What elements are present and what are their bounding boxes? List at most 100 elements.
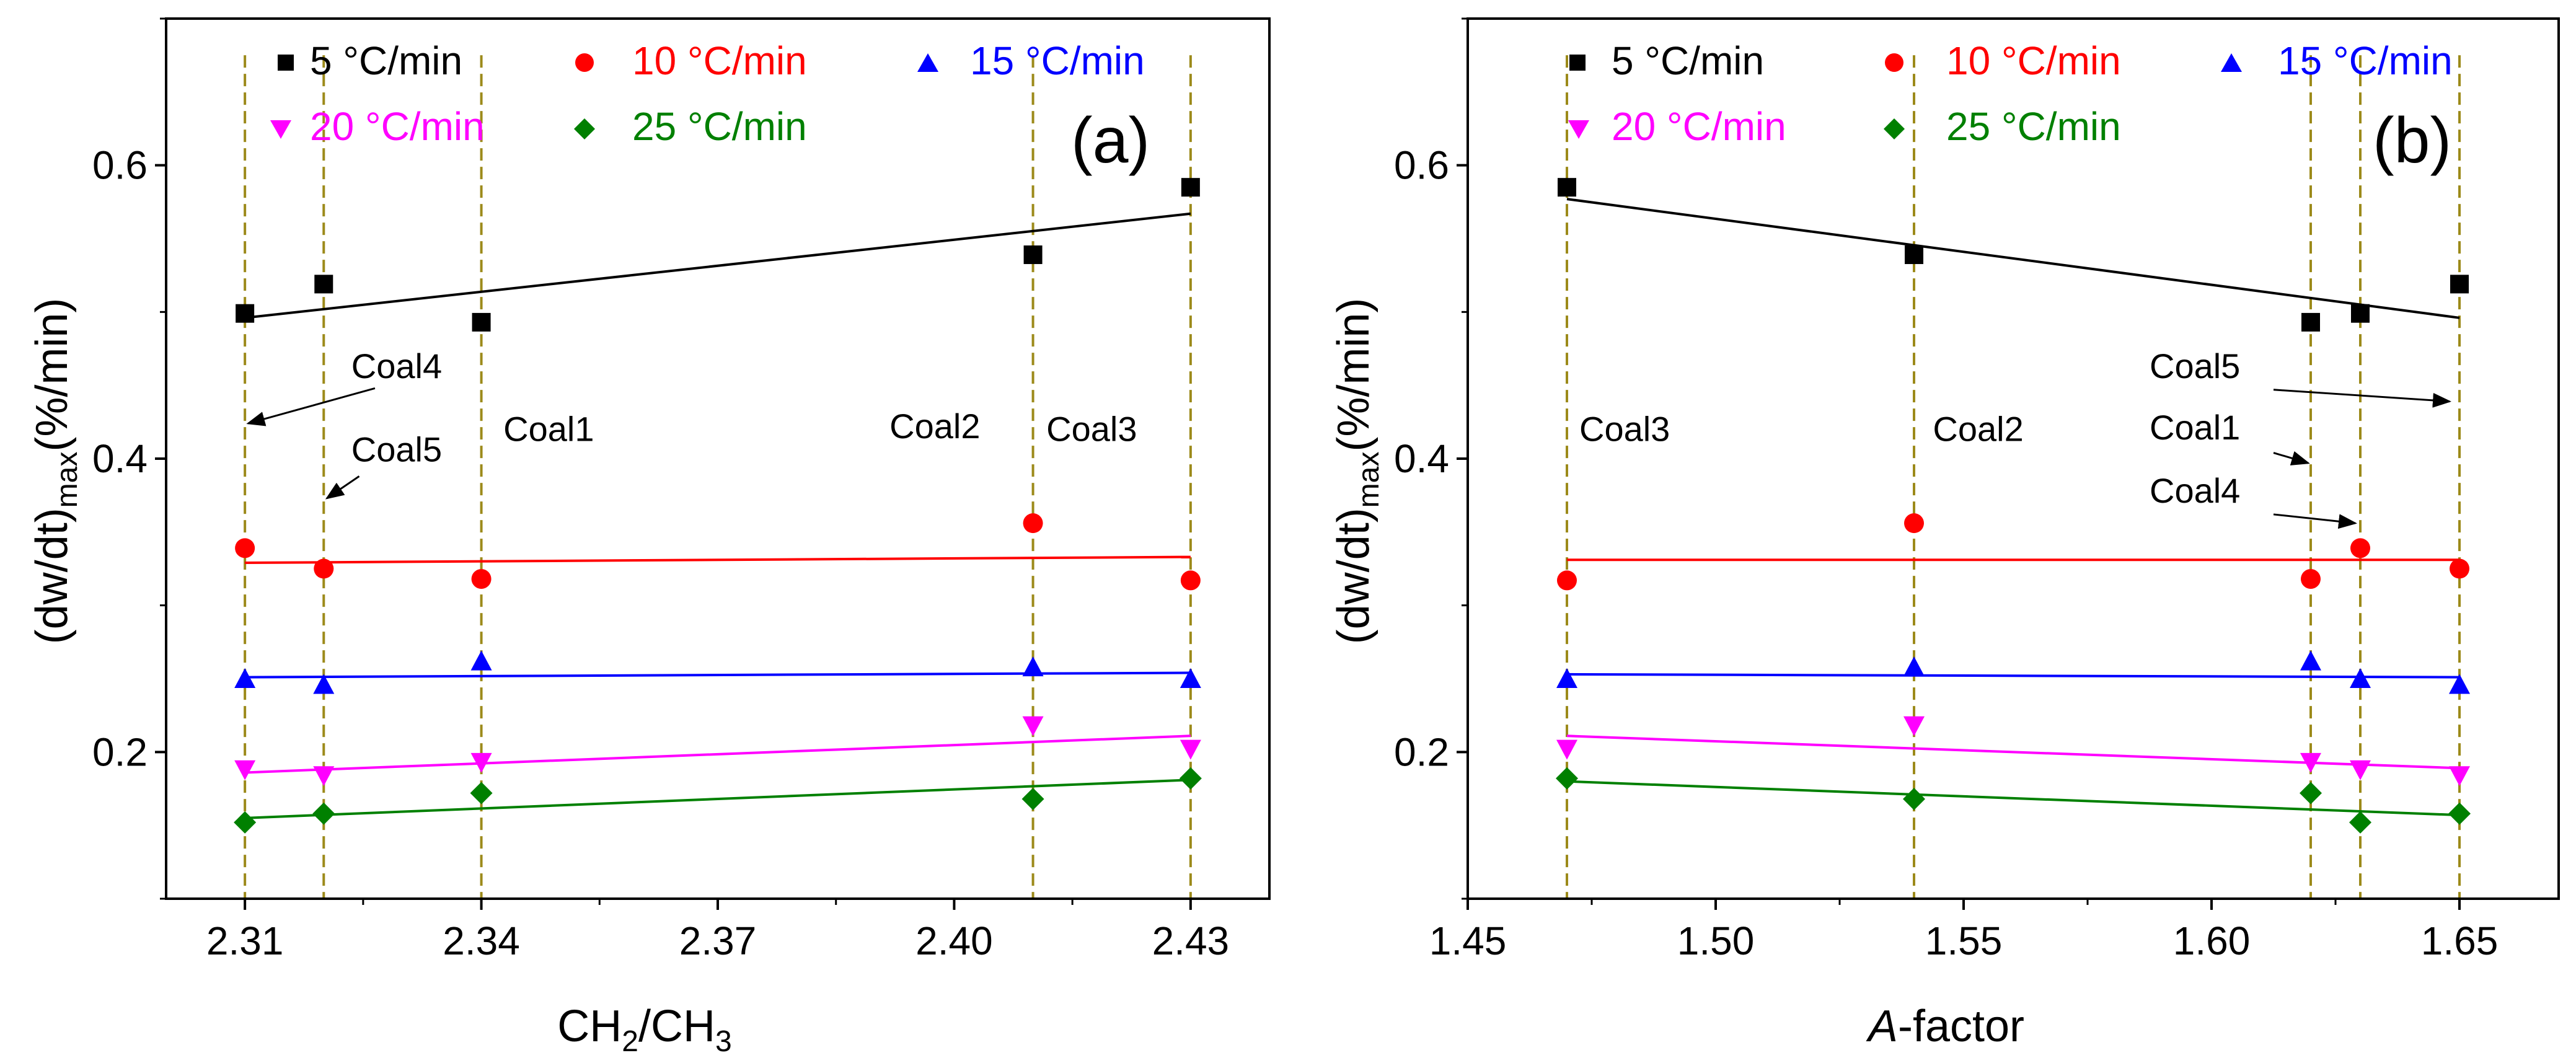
panel-label-a: (a) [1071,105,1150,177]
series-20-cpm [1556,716,2470,787]
annotation-arrow [2273,513,2357,529]
x-tick-label: 2.34 [443,919,520,963]
y-tick-label: 0.2 [1394,730,1449,774]
data-point [1557,570,1577,591]
fit-line [1566,672,2460,679]
data-point [1180,739,1201,760]
series-15-cpm [1556,650,2470,694]
data-point [1180,570,1201,591]
fit-line [245,671,1191,679]
legend-marker-25 [1884,118,1905,139]
legend-label-10: 10 °C/min [1946,38,2121,83]
annotations: Coal3 Coal2 Coal5 Coal1 Coal4 [1579,346,2451,529]
data-point [1556,739,1577,760]
annotation-coal2: Coal2 [889,407,980,446]
fit-line [1566,734,2460,770]
annotation-coal3: Coal3 [1046,410,1137,449]
annotation-arrow [2273,451,2310,465]
data-point [234,811,257,834]
y-axis-title-b: (dw/dt)max(%/min) [1329,298,1385,645]
data-point [312,802,335,825]
legend-label-15: 15 °C/min [970,38,1145,83]
data-point [313,766,335,787]
data-point [314,558,334,579]
annotation-coal2: Coal2 [1933,410,2023,449]
chart-panel-b: 5 °C/min 10 °C/min 15 °C/min 20 °C/min 2… [1329,17,2560,1051]
data-point [1180,668,1201,688]
data-point [1181,178,1200,197]
svg-text:A-factor: A-factor [1866,1002,2024,1051]
legend-marker-5 [278,55,294,71]
data-point [1023,513,1043,534]
data-point [1021,788,1044,811]
svg-text:(dw/dt)max(%/min): (dw/dt)max(%/min) [1329,298,1385,645]
fit-line [245,555,1191,565]
y-axis: 0.2 0.4 0.6 [1394,17,1468,900]
y-tick-label: 0.2 [92,730,148,774]
x-tick-label: 1.60 [2173,919,2251,963]
y-tick-label: 0.6 [92,143,148,188]
y-axis-title-a: (dw/dt)max(%/min) [27,298,84,645]
annotation-arrow [246,387,376,426]
x-axis: 1.45 1.50 1.55 1.60 1.65 [1429,899,2499,963]
annotation-coal3: Coal3 [1579,410,1670,449]
series-20-cpm [234,716,1201,787]
series-5-cpm [236,178,1200,332]
annotation-coal4: Coal4 [351,346,442,386]
data-point [472,312,491,332]
legend-marker-20 [1568,120,1589,139]
data-point [2449,766,2470,787]
x-axis-title-b: A-factor [1866,1002,2024,1051]
annotation-coal1: Coal1 [503,410,594,449]
annotation-arrow [325,475,360,500]
x-tick-label: 2.37 [679,919,757,963]
data-point [235,538,255,558]
data-point [2300,752,2321,773]
data-point [2450,558,2469,579]
y-tick-label: 0.4 [92,436,148,481]
series-10-cpm [1557,513,2469,591]
fit-line [1566,198,2460,319]
x-axis-title-a: CH2/CH3 [557,1002,731,1058]
data-point [234,668,256,688]
x-axis: 2.31 2.34 2.37 2.40 2.43 [206,899,1229,963]
x-tick-label: 1.65 [2421,919,2499,963]
data-point [470,752,492,773]
data-point [1022,656,1044,677]
data-point [2448,802,2471,825]
data-point [2449,674,2470,694]
data-point [313,674,335,694]
data-point [2350,538,2370,558]
reference-lines [244,55,1192,899]
data-point [1022,716,1044,736]
panel-label-b: (b) [2373,105,2451,177]
legend-label-15: 15 °C/min [2278,38,2453,83]
data-point [1556,668,1577,688]
legend-a: 5 °C/min 10 °C/min 15 °C/min 20 °C/min 2… [270,38,1145,149]
data-point [470,650,492,671]
data-point [1023,245,1043,265]
data-point [470,782,493,805]
data-point [1556,767,1578,790]
x-tick-label: 1.45 [1429,919,1507,963]
legend-b: 5 °C/min 10 °C/min 15 °C/min 20 °C/min 2… [1568,38,2453,149]
data-point [236,304,255,323]
legend-label-5: 5 °C/min [310,38,462,83]
data-point [2301,312,2320,332]
data-point [1903,716,1925,736]
data-point [2350,668,2371,688]
reference-lines [1566,55,2461,899]
data-point [1903,656,1925,677]
x-tick-label: 1.50 [1677,919,1755,963]
y-tick-label: 0.4 [1394,436,1449,481]
data-point [314,275,333,294]
legend-marker-10 [1885,53,1903,72]
data-point [471,569,492,589]
data-point [1904,513,1924,534]
data-point [2349,811,2371,834]
series-25-cpm [1556,767,2471,834]
data-point [2300,782,2322,805]
y-tick-label: 0.6 [1394,143,1449,188]
data-point [1558,178,1576,197]
